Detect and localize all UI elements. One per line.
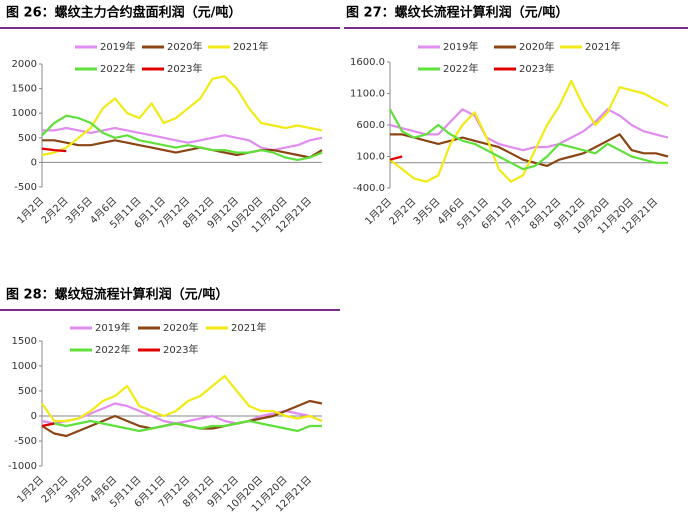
line-series	[41, 75, 323, 157]
y-tick-label: -500	[14, 436, 37, 447]
legend-label: 2019年	[95, 321, 130, 334]
line-series	[41, 422, 55, 428]
y-tick-label: 500	[18, 386, 37, 397]
chart-title: 图 27：螺纹长流程计算利润（元/吨）	[346, 5, 568, 21]
legend-label: 2020年	[519, 40, 554, 53]
legend-label: 2020年	[163, 321, 198, 334]
y-tick-label: 1500	[12, 84, 37, 95]
legend-label: 2021年	[585, 40, 620, 53]
y-tick-label: 1100.0	[350, 89, 385, 100]
y-tick-label: -1000	[8, 461, 37, 472]
legend-label: 2020年	[167, 40, 202, 53]
legend-label: 2022年	[95, 343, 130, 356]
y-tick-label: 100.0	[356, 152, 385, 163]
line-series	[41, 114, 323, 161]
legend-label: 2022年	[443, 62, 478, 75]
y-tick-label: 1000	[12, 108, 37, 119]
y-tick-label: -400.0	[353, 183, 385, 194]
y-tick-label: 0	[31, 411, 37, 422]
legend-label: 2021年	[233, 40, 268, 53]
legend-label: 2019年	[100, 40, 135, 53]
legend-label: 2022年	[100, 62, 135, 75]
y-tick-label: 1000	[12, 361, 37, 372]
line-series	[42, 139, 323, 159]
chart-title: 图 28：螺纹短流程计算利润（元/吨）	[6, 287, 228, 303]
line-series	[41, 147, 67, 153]
line-series	[41, 402, 323, 425]
y-tick-label: -500	[14, 182, 37, 193]
line-series	[41, 374, 323, 423]
legend-label: 2023年	[163, 343, 198, 356]
legend-label: 2023年	[519, 62, 554, 75]
y-tick-label: 1600.0	[350, 57, 385, 68]
legend-label: 2021年	[231, 321, 266, 334]
line-series	[41, 419, 322, 433]
line-series	[389, 108, 669, 152]
y-tick-label: 0	[31, 157, 37, 168]
y-tick-label: 1500	[12, 336, 37, 347]
y-tick-label: 2000	[12, 59, 37, 70]
line-series	[389, 79, 669, 183]
line-series	[389, 108, 668, 171]
line-series	[389, 155, 403, 161]
y-tick-label: 500	[18, 133, 37, 144]
y-tick-label: 600.0	[356, 120, 385, 131]
legend-label: 2019年	[443, 40, 478, 53]
legend-label: 2023年	[167, 62, 202, 75]
chart-title: 图 26：螺纹主力合约盘面利润（元/吨）	[6, 5, 241, 21]
